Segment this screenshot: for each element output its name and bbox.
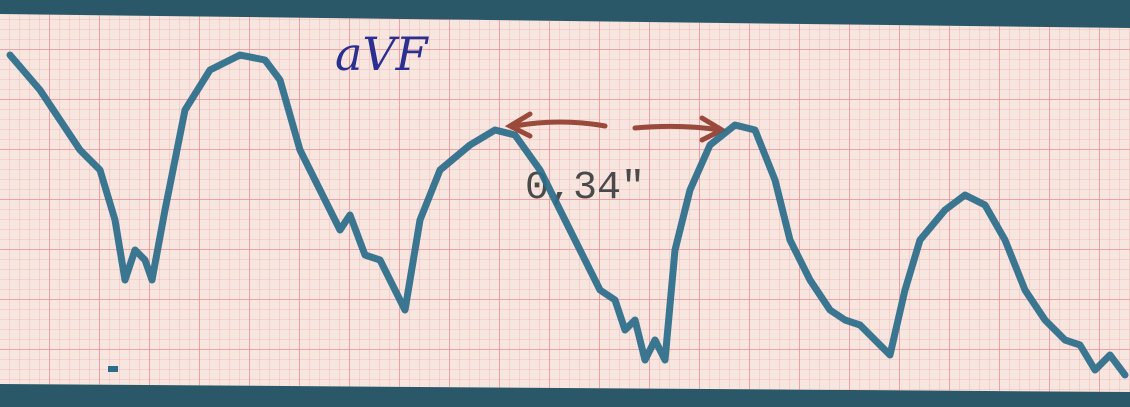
lead-label: aVF: [335, 27, 430, 81]
page: aVF 0,34" (() => { const data = JSON.par…: [0, 0, 1130, 407]
ink-dot: [108, 366, 118, 372]
ecg-photo: aVF 0,34": [0, 0, 1130, 407]
